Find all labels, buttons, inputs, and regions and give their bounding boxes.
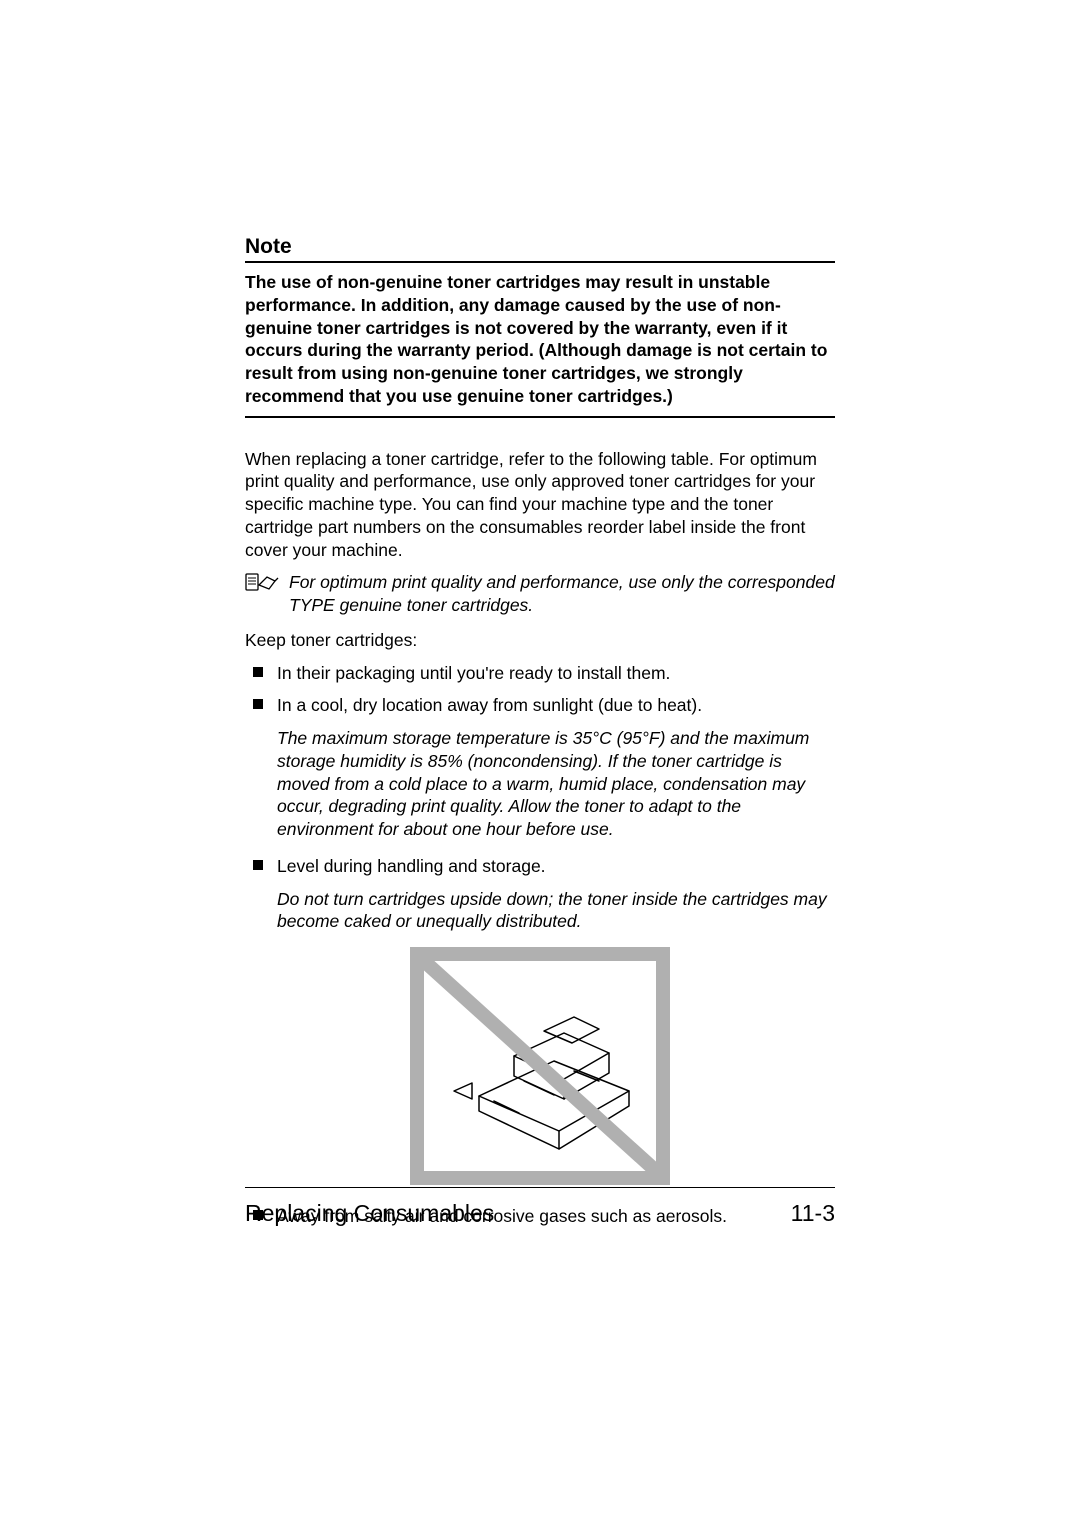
footer-section: Replacing Consumables [245,1200,494,1227]
page-footer: Replacing Consumables 11-3 [245,1187,835,1227]
note-heading: Note [245,235,835,259]
figure-frame [410,947,670,1185]
bullet-3-text: Level during handling and storage. [277,855,546,878]
bullet-marker [253,699,263,709]
figure [410,947,670,1185]
paragraph-2: Keep toner cartridges: [245,629,835,652]
inline-note: For optimum print quality and performanc… [245,571,835,617]
cartridge-illustration [424,961,656,1171]
bullet-2-text: In a cool, dry location away from sunlig… [277,694,702,717]
page: Note The use of non-genuine toner cartri… [0,0,1080,1527]
bullet-2: In a cool, dry location away from sunlig… [245,694,835,717]
paragraph-1: When replacing a toner cartridge, refer … [245,448,835,562]
bullet-marker [253,860,263,870]
footer-rule [245,1187,835,1188]
note-body: The use of non-genuine toner cartridges … [245,271,835,408]
note-hand-icon [245,571,279,593]
note-rule-bottom [245,416,835,418]
bullet-marker [253,667,263,677]
bullet-3-note: Do not turn cartridges upside down; the … [245,888,835,934]
bullet-2-note: The maximum storage temperature is 35°C … [245,727,835,841]
inline-note-text: For optimum print quality and performanc… [289,571,835,617]
bullet-1-text: In their packaging until you're ready to… [277,662,670,685]
bullet-3: Level during handling and storage. [245,855,835,878]
note-rule-top [245,261,835,263]
bullet-1: In their packaging until you're ready to… [245,662,835,685]
footer-page-number: 11-3 [791,1200,835,1227]
